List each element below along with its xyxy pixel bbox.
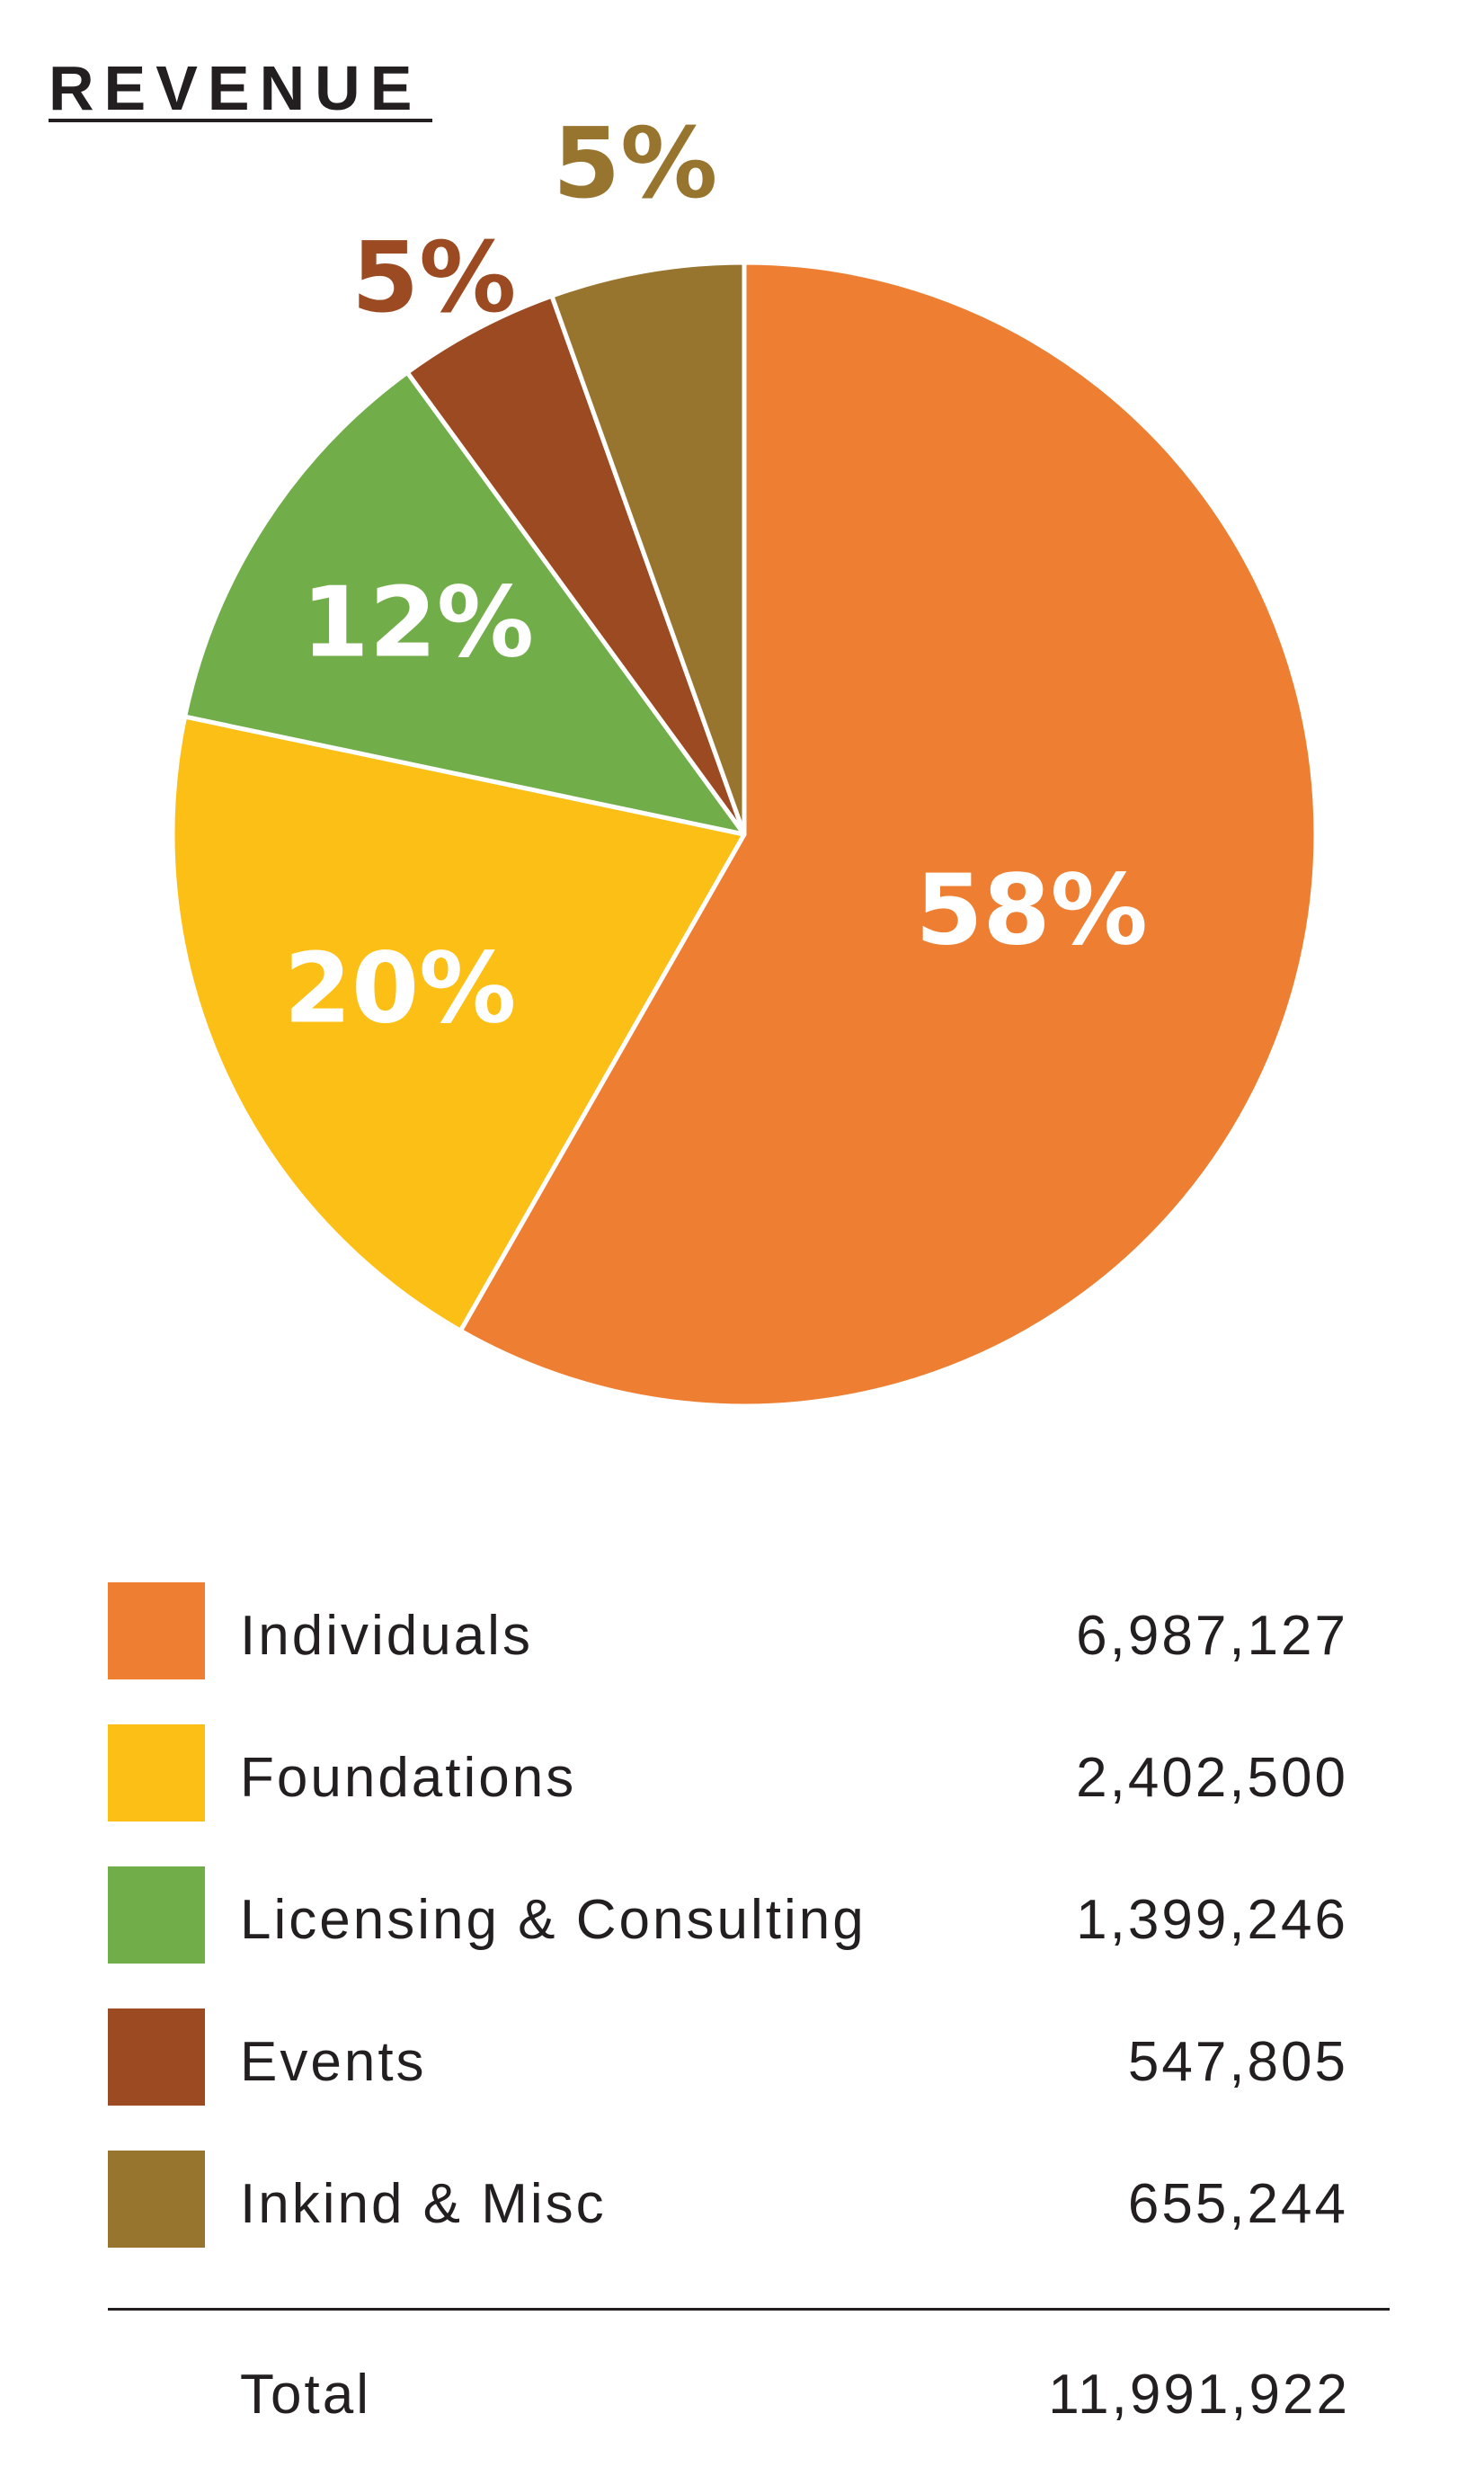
legend-value-events: 547,805 [1127,2031,1348,2093]
legend-value-individuals: 6,987,127 [1076,1605,1348,1667]
pie-slice-foundations [170,714,747,1333]
slice-percent-label-individuals: 58% [915,854,1148,966]
legend-row-foundations: Foundations 2,402,500 [108,1724,1384,1821]
total-value: 11,991,922 [1048,2364,1350,2426]
legend-row-inkind: Inkind & Misc 655,244 [108,2151,1384,2248]
slice-percent-label-foundations: 20% [284,932,517,1045]
slice-percent-label-events: 5% [351,222,516,334]
pie-chart: 58% 20% 12% 5% 5% [170,107,1319,1409]
legend-label-licensing: Licensing & Consulting [240,1889,866,1951]
pie-slice-inkind [549,260,747,837]
pie-slice-licensing [182,370,747,837]
legend-swatch-individuals [108,1582,205,1679]
total-label: Total [240,2364,371,2426]
legend-swatch-licensing [108,1866,205,1964]
legend-swatch-inkind [108,2151,205,2248]
legend-row-individuals: Individuals 6,987,127 [108,1582,1384,1679]
legend-value-inkind: 655,244 [1127,2173,1348,2235]
legend-swatch-foundations [108,1724,205,1821]
slice-percent-label-licensing: 12% [302,567,535,680]
legend-swatch-events [108,2008,205,2106]
legend-label-inkind: Inkind & Misc [240,2173,607,2235]
pie-slice-events [404,293,747,837]
title-underline [49,119,432,122]
legend-value-licensing: 1,399,246 [1076,1889,1348,1951]
legend-label-individuals: Individuals [240,1605,533,1667]
legend-label-events: Events [240,2031,427,2093]
chart-title: REVENUE [49,53,422,123]
pie-slice-individuals [458,260,1319,1409]
slice-percent-label-inkind: 5% [553,108,717,220]
legend-row-events: Events 547,805 [108,2008,1384,2106]
total-divider [108,2308,1390,2311]
legend-label-foundations: Foundations [240,1747,577,1809]
legend-row-licensing: Licensing & Consulting 1,399,246 [108,1866,1384,1964]
legend-value-foundations: 2,402,500 [1076,1747,1348,1809]
